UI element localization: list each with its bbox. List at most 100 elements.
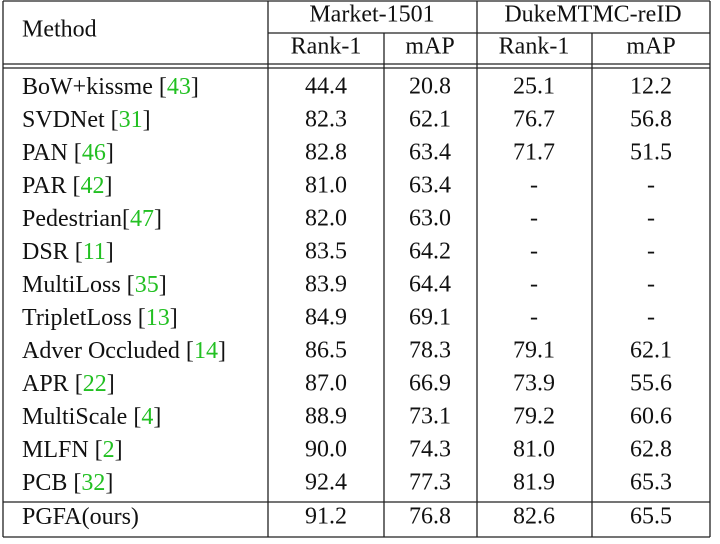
column-header: Rank-1 — [291, 34, 362, 60]
cell-value: 62.1 — [630, 338, 672, 364]
method-name: MultiLoss [35] — [22, 272, 167, 298]
column-header: mAP — [626, 34, 675, 60]
cell-value: 76.7 — [513, 107, 555, 133]
cell-value: 90.0 — [305, 437, 347, 463]
cell-value: - — [647, 173, 655, 199]
method-text: ] — [218, 338, 226, 364]
cell-value: 79.1 — [513, 338, 555, 364]
citation: 47 — [130, 206, 154, 232]
method-text: ] — [107, 371, 115, 397]
method-text: ] — [106, 140, 114, 166]
cell-value: 92.4 — [305, 470, 347, 496]
cell-value: 82.6 — [513, 504, 555, 530]
method-name: PAR [42] — [22, 173, 112, 199]
cell-value: 86.5 — [305, 338, 347, 364]
cell-value: - — [647, 305, 655, 331]
cell-value: 78.3 — [409, 338, 451, 364]
method-name: MultiScale [4] — [22, 404, 161, 430]
cell-value: 82.3 — [305, 107, 347, 133]
cell-value: 69.1 — [409, 305, 451, 331]
cell-value: - — [530, 173, 538, 199]
cell-value: 25.1 — [513, 74, 555, 100]
cell-value: 88.9 — [305, 404, 347, 430]
cell-value: 73.9 — [513, 371, 555, 397]
method-name: BoW+kissme [43] — [22, 74, 199, 100]
method-text: ] — [105, 470, 113, 496]
group-header: DukeMTMC-reID — [504, 2, 681, 28]
group-header: Market-1501 — [309, 2, 434, 28]
cell-value: 44.4 — [305, 74, 347, 100]
cell-value: 65.3 — [630, 470, 672, 496]
cell-value: - — [530, 206, 538, 232]
cell-value: 60.6 — [630, 404, 672, 430]
citation: 31 — [119, 107, 143, 133]
cell-value: 62.1 — [409, 107, 451, 133]
cell-value: - — [647, 272, 655, 298]
cell-value: 20.8 — [409, 74, 451, 100]
method-name: TripletLoss [13] — [22, 305, 178, 331]
cell-value: 74.3 — [409, 437, 451, 463]
cell-value: 81.9 — [513, 470, 555, 496]
cell-value: 83.9 — [305, 272, 347, 298]
method-text: PGFA(ours) — [22, 504, 139, 530]
cell-value: - — [647, 206, 655, 232]
cell-value: 65.5 — [630, 504, 672, 530]
cell-value: 12.2 — [630, 74, 672, 100]
cell-value: 81.0 — [305, 173, 347, 199]
method-text: PCB [ — [22, 470, 81, 496]
method-text: ] — [170, 305, 178, 331]
method-text: TripletLoss [ — [22, 305, 146, 331]
cell-value: 91.2 — [305, 504, 347, 530]
cell-value: 51.5 — [630, 140, 672, 166]
citation: 22 — [83, 371, 107, 397]
method-text: ] — [115, 437, 123, 463]
method-name: PGFA(ours) — [22, 504, 139, 530]
method-text: MultiLoss [ — [22, 272, 135, 298]
method-name: DSR [11] — [22, 239, 114, 265]
cell-value: 82.0 — [305, 206, 347, 232]
method-name: Adver Occluded [14] — [22, 338, 226, 364]
citation: 35 — [135, 272, 159, 298]
column-header: mAP — [405, 34, 454, 60]
citation: 2 — [103, 437, 115, 463]
cell-value: 84.9 — [305, 305, 347, 331]
citation: 4 — [141, 404, 153, 430]
cell-value: 63.4 — [409, 140, 451, 166]
cell-value: - — [647, 239, 655, 265]
cell-value: 81.0 — [513, 437, 555, 463]
cell-value: 66.9 — [409, 371, 451, 397]
method-name: SVDNet [31] — [22, 107, 151, 133]
method-text: ] — [143, 107, 151, 133]
method-text: ] — [104, 173, 112, 199]
cell-value: 87.0 — [305, 371, 347, 397]
method-name: PCB [32] — [22, 470, 113, 496]
cell-value: 73.1 — [409, 404, 451, 430]
method-text: ] — [106, 239, 114, 265]
method-text: APR [ — [22, 371, 83, 397]
cell-value: 77.3 — [409, 470, 451, 496]
method-text: PAR [ — [22, 173, 80, 199]
citation: 43 — [167, 74, 191, 100]
cell-value: 71.7 — [513, 140, 555, 166]
cell-value: 82.8 — [305, 140, 347, 166]
method-text: PAN [ — [22, 140, 82, 166]
column-header: Rank-1 — [499, 34, 570, 60]
method-text: ] — [159, 272, 167, 298]
method-text: Pedestrian[ — [22, 206, 130, 232]
cell-value: 63.0 — [409, 206, 451, 232]
cell-value: - — [530, 305, 538, 331]
cell-value: 56.8 — [630, 107, 672, 133]
cell-value: 62.8 — [630, 437, 672, 463]
cell-value: 83.5 — [305, 239, 347, 265]
citation: 14 — [194, 338, 218, 364]
method-text: DSR [ — [22, 239, 83, 265]
cell-value: 64.2 — [409, 239, 451, 265]
method-name: Pedestrian[47] — [22, 206, 162, 232]
method-text: Adver Occluded [ — [22, 338, 194, 364]
cell-value: 76.8 — [409, 504, 451, 530]
method-text: MultiScale [ — [22, 404, 141, 430]
method-text: ] — [153, 404, 161, 430]
method-name: PAN [46] — [22, 140, 114, 166]
